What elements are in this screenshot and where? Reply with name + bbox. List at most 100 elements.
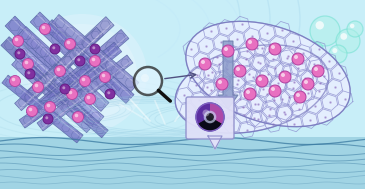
Circle shape [66, 88, 77, 99]
Ellipse shape [17, 14, 147, 134]
Circle shape [69, 91, 72, 94]
Circle shape [27, 105, 38, 116]
Circle shape [314, 67, 318, 71]
Circle shape [75, 114, 78, 117]
Circle shape [42, 26, 45, 29]
Circle shape [304, 80, 308, 84]
FancyArrow shape [218, 41, 238, 109]
Ellipse shape [175, 45, 329, 133]
Polygon shape [15, 27, 103, 111]
Circle shape [43, 114, 53, 124]
Circle shape [332, 48, 337, 53]
Circle shape [222, 45, 234, 57]
Polygon shape [12, 57, 93, 133]
Circle shape [294, 55, 298, 59]
Circle shape [246, 90, 250, 94]
Polygon shape [19, 60, 111, 128]
Circle shape [25, 61, 28, 64]
Circle shape [224, 47, 228, 51]
Circle shape [29, 108, 32, 111]
Circle shape [27, 71, 30, 74]
Polygon shape [208, 136, 222, 149]
Circle shape [271, 87, 275, 91]
Polygon shape [34, 29, 129, 114]
Circle shape [75, 56, 85, 66]
Circle shape [279, 71, 291, 83]
Circle shape [216, 78, 228, 90]
Circle shape [312, 65, 324, 77]
Circle shape [336, 29, 360, 53]
Circle shape [196, 103, 224, 131]
Circle shape [329, 45, 347, 63]
Circle shape [309, 42, 323, 56]
Circle shape [341, 33, 347, 40]
Circle shape [350, 24, 354, 28]
Circle shape [102, 74, 105, 77]
Circle shape [100, 71, 111, 83]
Circle shape [105, 89, 115, 99]
Circle shape [54, 66, 65, 77]
Circle shape [62, 86, 65, 89]
Polygon shape [25, 63, 108, 138]
Polygon shape [51, 14, 139, 92]
Circle shape [292, 53, 304, 65]
Polygon shape [5, 16, 95, 106]
Circle shape [90, 44, 100, 54]
Circle shape [281, 73, 285, 77]
Circle shape [201, 60, 205, 64]
Circle shape [347, 21, 363, 37]
Circle shape [296, 93, 300, 97]
Circle shape [15, 49, 25, 59]
Polygon shape [26, 42, 122, 122]
Circle shape [65, 39, 76, 50]
Circle shape [39, 23, 50, 35]
Polygon shape [18, 27, 109, 112]
Circle shape [316, 21, 324, 29]
Ellipse shape [186, 21, 350, 127]
Circle shape [15, 38, 18, 41]
Polygon shape [2, 75, 83, 143]
Circle shape [67, 41, 70, 44]
Polygon shape [44, 20, 134, 103]
Circle shape [80, 75, 91, 87]
Circle shape [17, 51, 20, 54]
Circle shape [85, 94, 96, 105]
Wedge shape [210, 103, 224, 124]
Circle shape [141, 74, 149, 82]
Circle shape [47, 104, 50, 107]
Polygon shape [30, 12, 120, 99]
Circle shape [256, 75, 268, 87]
Circle shape [236, 67, 240, 71]
Circle shape [269, 43, 281, 55]
Circle shape [82, 78, 85, 81]
Circle shape [73, 112, 84, 122]
Wedge shape [196, 103, 210, 124]
Circle shape [206, 113, 214, 121]
Ellipse shape [27, 24, 137, 124]
Circle shape [9, 75, 20, 87]
Circle shape [218, 80, 222, 84]
Circle shape [269, 85, 281, 97]
Polygon shape [37, 55, 133, 131]
Circle shape [45, 101, 55, 112]
Circle shape [234, 65, 246, 77]
Circle shape [25, 69, 35, 79]
Circle shape [12, 36, 23, 46]
Circle shape [312, 44, 315, 48]
Circle shape [89, 56, 100, 67]
Circle shape [23, 59, 34, 70]
Circle shape [244, 88, 256, 100]
Polygon shape [1, 37, 89, 121]
Circle shape [246, 38, 258, 50]
Circle shape [271, 45, 275, 49]
Circle shape [203, 109, 210, 116]
Circle shape [107, 91, 110, 94]
Circle shape [310, 16, 340, 46]
Wedge shape [198, 117, 222, 131]
Circle shape [57, 68, 60, 71]
Circle shape [92, 58, 95, 61]
Circle shape [199, 58, 211, 70]
Circle shape [87, 96, 90, 99]
Polygon shape [21, 17, 114, 105]
Circle shape [45, 116, 48, 119]
